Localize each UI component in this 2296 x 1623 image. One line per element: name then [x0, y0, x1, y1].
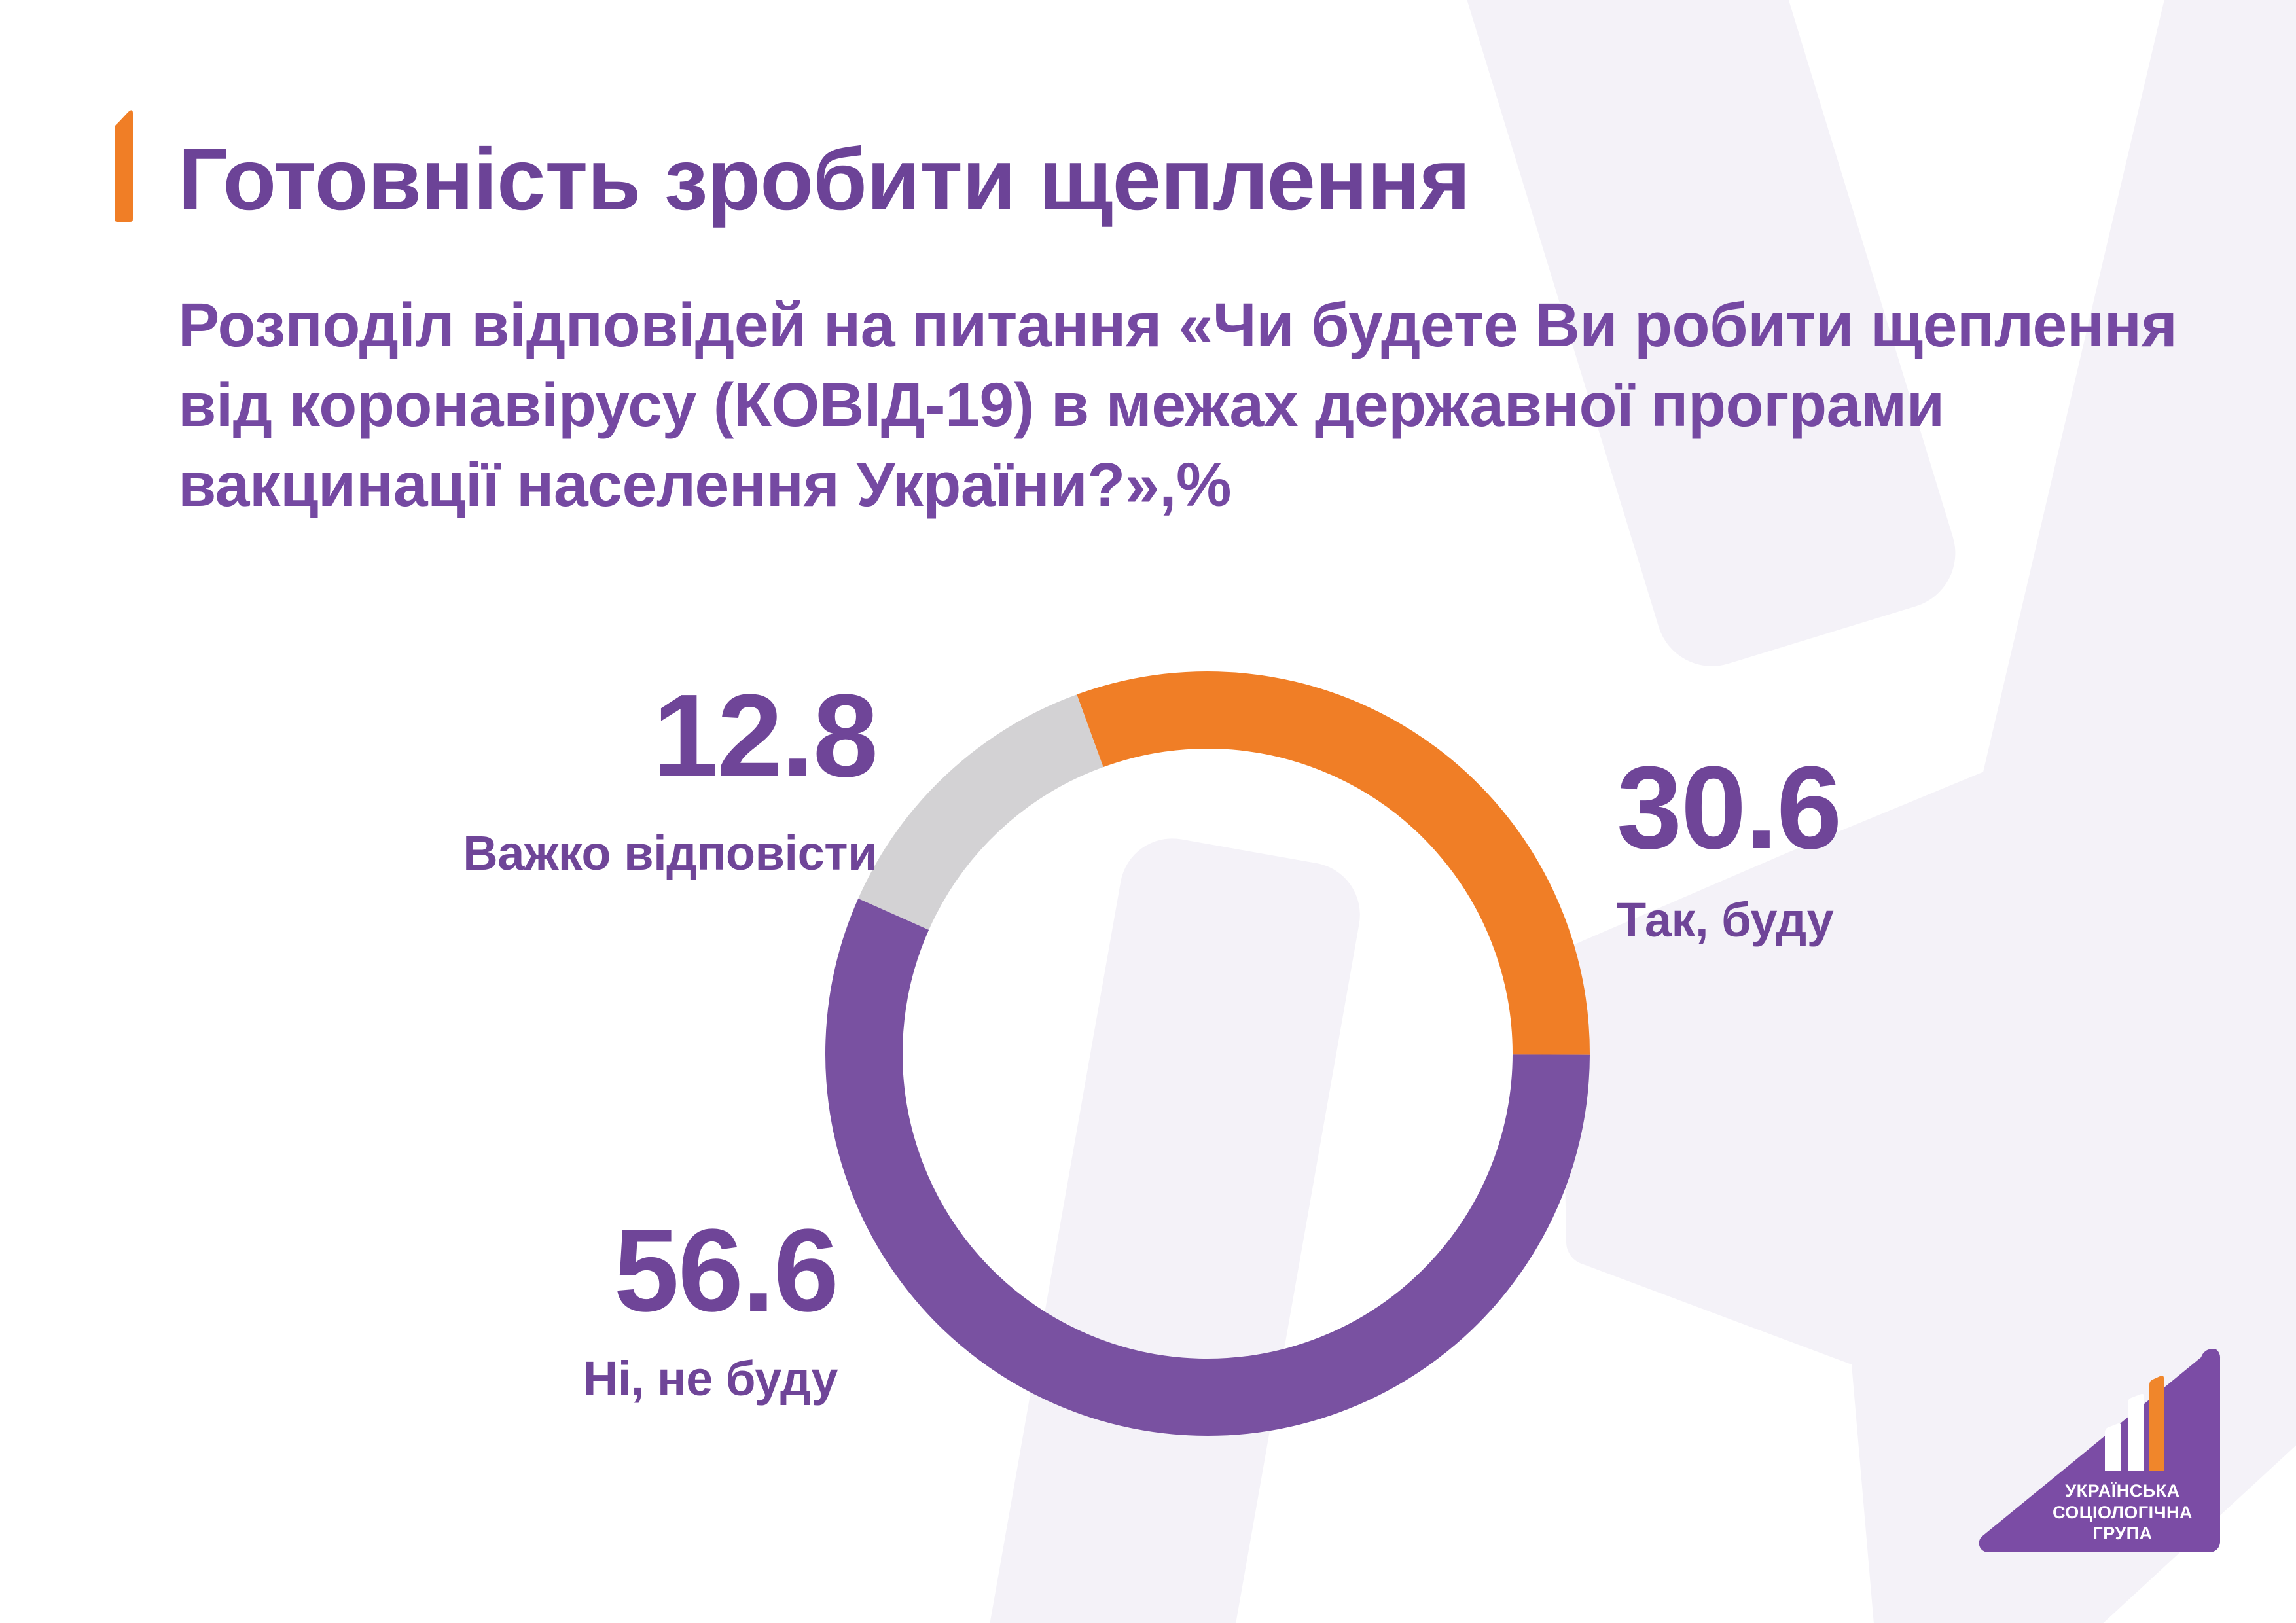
question-line-2: від коронавірусу (КОВІД-19) в межах держ…: [178, 370, 1945, 440]
logo-text-line-1: УКРАЇНСЬКА: [2065, 1481, 2179, 1501]
segment-value-hard-to-answer: 12.8: [653, 670, 878, 802]
page-title: Готовність зробити щеплення: [178, 131, 1471, 228]
segment-value-yes: 30.6: [1617, 742, 1842, 874]
segment-label-hard-to-answer: Важко відповісти: [463, 826, 877, 880]
question-line-3: вакцинації населення України?»,%: [178, 450, 1231, 520]
segment-label-no: Ні, не буду: [583, 1351, 838, 1406]
accent-bar-shape: [115, 110, 133, 222]
watermark-streaks: [977, 0, 2296, 1623]
watermark-streak-center: [977, 838, 1360, 1623]
donut-segment: [825, 671, 1590, 1436]
segment-callout-yes: 30.6 Так, буду: [1617, 749, 2206, 948]
segment-callout-no: 56.6 Ні, не буду: [353, 1205, 839, 1406]
chart-question: Розподіл відповідей на питання «Чи будет…: [178, 285, 2178, 525]
logo-text-line-3: ГРУПА: [2092, 1524, 2152, 1543]
segment-callout-hard-to-answer: 12.8 Важко відповісти: [393, 670, 878, 881]
org-logo: УКРАЇНСЬКА СОЦІОЛОГІЧНА ГРУПА: [1979, 1349, 2221, 1553]
watermark-streak-right: [1561, 0, 2296, 1623]
question-line-1: Розподіл відповідей на питання «Чи будет…: [178, 291, 2178, 360]
watermark-streak-top: [1428, 0, 1956, 666]
segment-label-yes: Так, буду: [1617, 893, 1834, 947]
title-accent-bar: [115, 110, 133, 222]
logo-text-line-2: СОЦІОЛОГІЧНА: [2053, 1503, 2193, 1522]
donut-segment: [825, 671, 1590, 1436]
logo-bar-short-icon: [2105, 1423, 2121, 1471]
segment-value-no: 56.6: [613, 1205, 839, 1336]
logo-bar-medium-icon: [2128, 1394, 2144, 1471]
logo-bar-tall-icon: [2149, 1376, 2164, 1471]
